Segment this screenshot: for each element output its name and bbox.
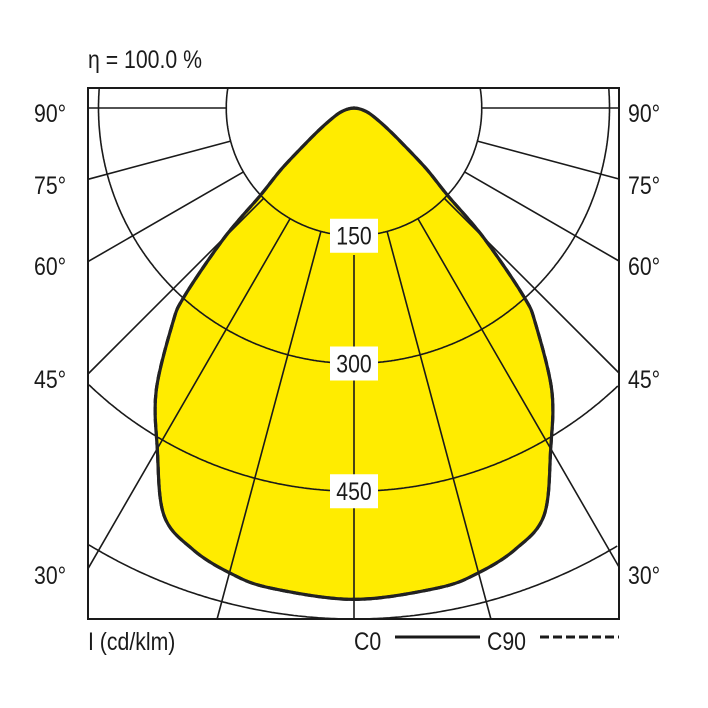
angle-label-left-60: 60° (34, 253, 67, 281)
grid-ray-15 (386, 231, 492, 620)
angle-label-left-30: 30° (34, 562, 67, 590)
angle-label-left-75: 75° (34, 172, 67, 200)
angle-label-right-60: 60° (628, 253, 661, 281)
legend-c90-label: C90 (487, 628, 526, 656)
angle-label-left-90: 90° (34, 100, 67, 128)
angle-label-right-45: 45° (628, 366, 661, 394)
grid-ray--15 (216, 231, 322, 620)
radial-tick-label: 150 (336, 222, 371, 250)
angle-label-left-45: 45° (34, 366, 67, 394)
angle-label-right-75: 75° (628, 172, 661, 200)
radial-tick-label: 300 (336, 350, 371, 378)
angle-label-right-30: 30° (628, 562, 661, 590)
efficiency-title: η = 100.0 % (88, 46, 203, 74)
plot-frame (87, 87, 620, 620)
radial-tick-bg-300 (330, 346, 378, 381)
grid-ray--75 (87, 140, 231, 181)
angle-label-right-90: 90° (628, 100, 661, 128)
grid-ray-75 (477, 140, 620, 180)
grid-ray--60 (87, 171, 244, 263)
grid-ray-60 (464, 171, 620, 262)
series-c90-line (153, 106, 555, 602)
legend-c0-label: C0 (354, 628, 382, 656)
radial-tick-bg-150 (330, 218, 378, 253)
radial-tick-bg-450 (330, 474, 378, 509)
grid-ray-30 (417, 218, 620, 568)
grid-ray--30 (87, 218, 291, 570)
radial-tick-label: 450 (336, 478, 371, 506)
unit-label: I (cd/klm) (88, 628, 176, 656)
